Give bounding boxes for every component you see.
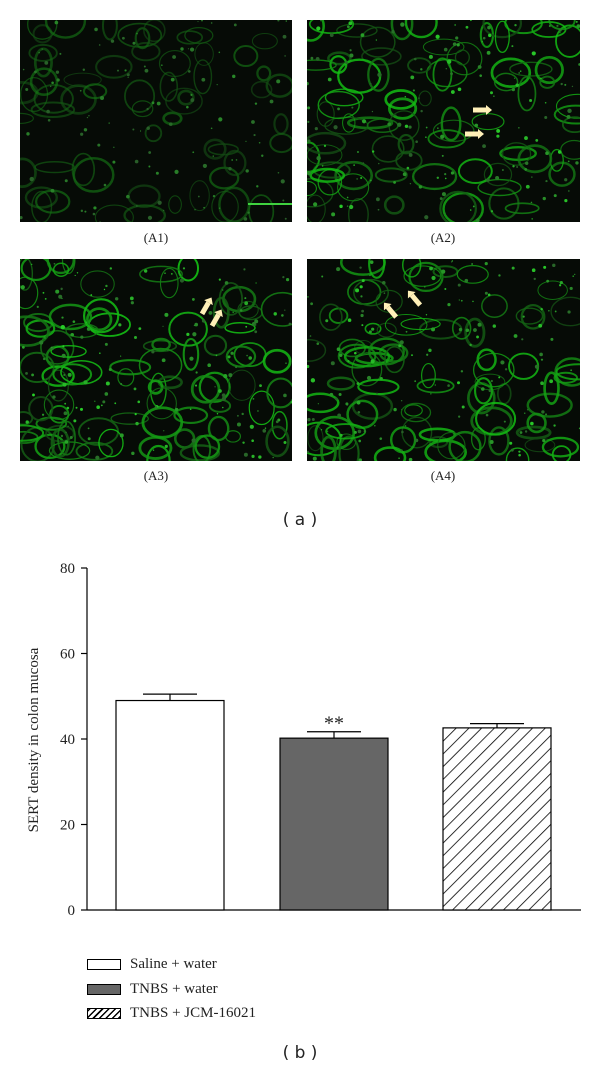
y-tick-label: 20: [60, 818, 75, 834]
y-axis-label: SERT density in colon mucosa: [26, 647, 42, 832]
arrow-marker: [383, 302, 399, 319]
panel-label-a2: (A2): [430, 230, 456, 245]
arrow-marker: [473, 105, 492, 115]
micrograph-texture: [307, 20, 580, 222]
y-tick-label: 0: [68, 903, 76, 919]
bar-1: [279, 737, 389, 911]
panel-label-a1: (A1): [143, 230, 169, 245]
legend-item-saline: Saline + water: [87, 955, 217, 973]
panel-label-a4: (A4): [430, 468, 456, 483]
y-tick-label: 60: [60, 647, 75, 663]
arrow-marker: [199, 297, 213, 316]
arrow-marker: [407, 290, 423, 307]
panel-label-a3: (A3): [143, 468, 169, 483]
bar-chart: 0 20 40 60 80 ** SERT density in colon mucos…: [26, 561, 581, 919]
y-tick-label: 40: [60, 732, 75, 748]
micrograph-a4: [307, 259, 580, 461]
arrow-marker: [465, 129, 484, 139]
micrograph-a3: [20, 259, 292, 461]
bar-0: [115, 699, 225, 911]
legend-label: TNBS + water: [130, 980, 218, 997]
arrow-marker: [209, 309, 223, 328]
legend-label: Saline + water: [130, 955, 217, 972]
legend-swatch: [87, 958, 121, 970]
chart-bars: **: [115, 693, 552, 911]
legend-swatch: [87, 1007, 121, 1019]
legend-item-tnbs-water: TNBS + water: [87, 980, 218, 998]
significance-annotation: **: [324, 713, 344, 735]
bar-2: [442, 727, 552, 911]
micrograph-a2: [307, 20, 580, 222]
micrograph-texture: [20, 259, 292, 461]
micrograph-texture: [20, 20, 292, 222]
micrograph-texture: [307, 259, 580, 461]
legend-swatch: [87, 983, 121, 995]
subfigure-label-a: ( a ): [282, 510, 318, 530]
legend-item-tnbs-jcm: TNBS + JCM-16021: [87, 1004, 256, 1022]
legend-label: TNBS + JCM-16021: [130, 1004, 256, 1021]
subfigure-label-b: ( b ): [282, 1043, 318, 1063]
micrograph-a1: [20, 20, 292, 222]
y-tick-label: 80: [60, 561, 75, 577]
